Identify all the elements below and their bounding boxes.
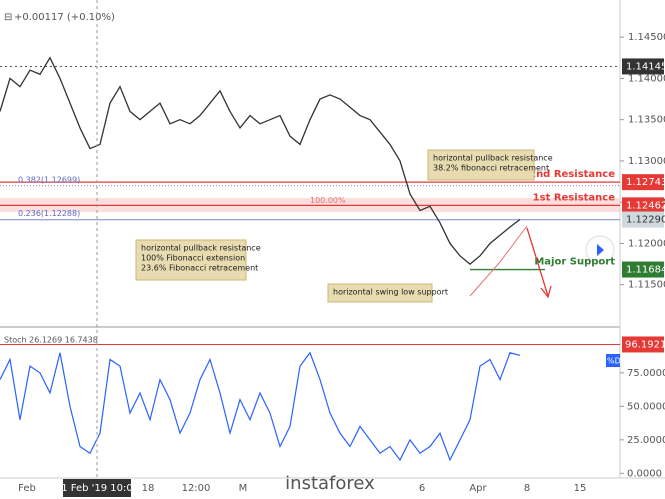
crosshair-time-box [63,479,131,497]
annotation-box [427,149,535,181]
level-label: Major Support [534,257,615,268]
annotation-text: horizontal pullback resistance [141,244,261,253]
level-label: 2nd Resistance [529,169,615,180]
fib-label: 0.382(1.12699) [18,175,80,184]
arrow-head [540,285,552,299]
time-label: 18 [142,483,155,494]
legend-chip [606,354,620,367]
stoch-label: Stoch 26.1269 16.7438 [4,336,98,345]
price-tick-label: 1.13500 [628,115,665,126]
price-tag-label: 1.12462 [626,200,665,211]
time-label: 8 [524,483,530,494]
time-label: 15 [574,483,587,494]
stoch-tick-label: 0.0000 [627,468,662,479]
annotation-text: 38.2% fibonacci retracement [433,164,549,173]
scroll-icon [597,244,604,256]
annotation-box [327,283,433,303]
time-label: M [239,483,248,494]
price-tick-label: 1.11500 [628,280,665,291]
annotation-text: horizontal pullback resistance [433,154,553,163]
stoch-tick-label: 75.0000 [627,368,665,379]
price-line [0,56,521,265]
price-tick-label: 1.13000 [628,156,665,167]
stoch-tick-label: 25.0000 [627,435,665,446]
price-tag-label: 1.11684 [626,265,665,276]
price-tag [622,58,664,75]
fib-label: 0.236(1.12288) [18,209,80,218]
watermark: instaforex [285,473,375,494]
time-label: 12:00 [182,483,211,494]
annotation-box [135,239,247,281]
annotation-text: horizontal swing low support [333,288,448,297]
stoch-tag [622,336,664,353]
legend-label: %D [607,357,621,366]
price-tag [622,211,664,228]
annotation-text: 23.6% Fibonacci retracement [141,264,258,273]
price-tag-label: 1.14145 [626,61,665,72]
time-label: 6 [419,483,425,494]
collapse-icon[interactable]: ⊟ [4,12,12,23]
price-tag-label: 1.12743 [626,177,665,188]
header-change: +0.00117 (+0.10%) [14,12,115,23]
price-tag [622,174,664,191]
stoch-tag-label: 96.1921 [625,339,665,350]
stoch-line [0,351,521,462]
time-label: Feb [18,483,36,494]
stoch-tick-label: 50.0000 [627,401,665,412]
level-label: 1st Resistance [533,192,616,203]
price-tick-label: 1.14500 [628,32,665,43]
time-label: 11 Feb '19 10:00 [55,483,139,494]
arrow [526,227,549,297]
fib-label: 100.00% [310,196,346,205]
price-tick-label: 1.14000 [628,73,665,84]
price-tick-label: 1.12000 [628,238,665,249]
price-tag [622,197,664,214]
annotation-text: 100% Fibonacci extension [141,254,245,263]
price-tag [622,261,664,278]
time-label: Apr [469,483,487,494]
projection [469,225,528,297]
price-tag-label: 1.12290 [626,215,665,226]
